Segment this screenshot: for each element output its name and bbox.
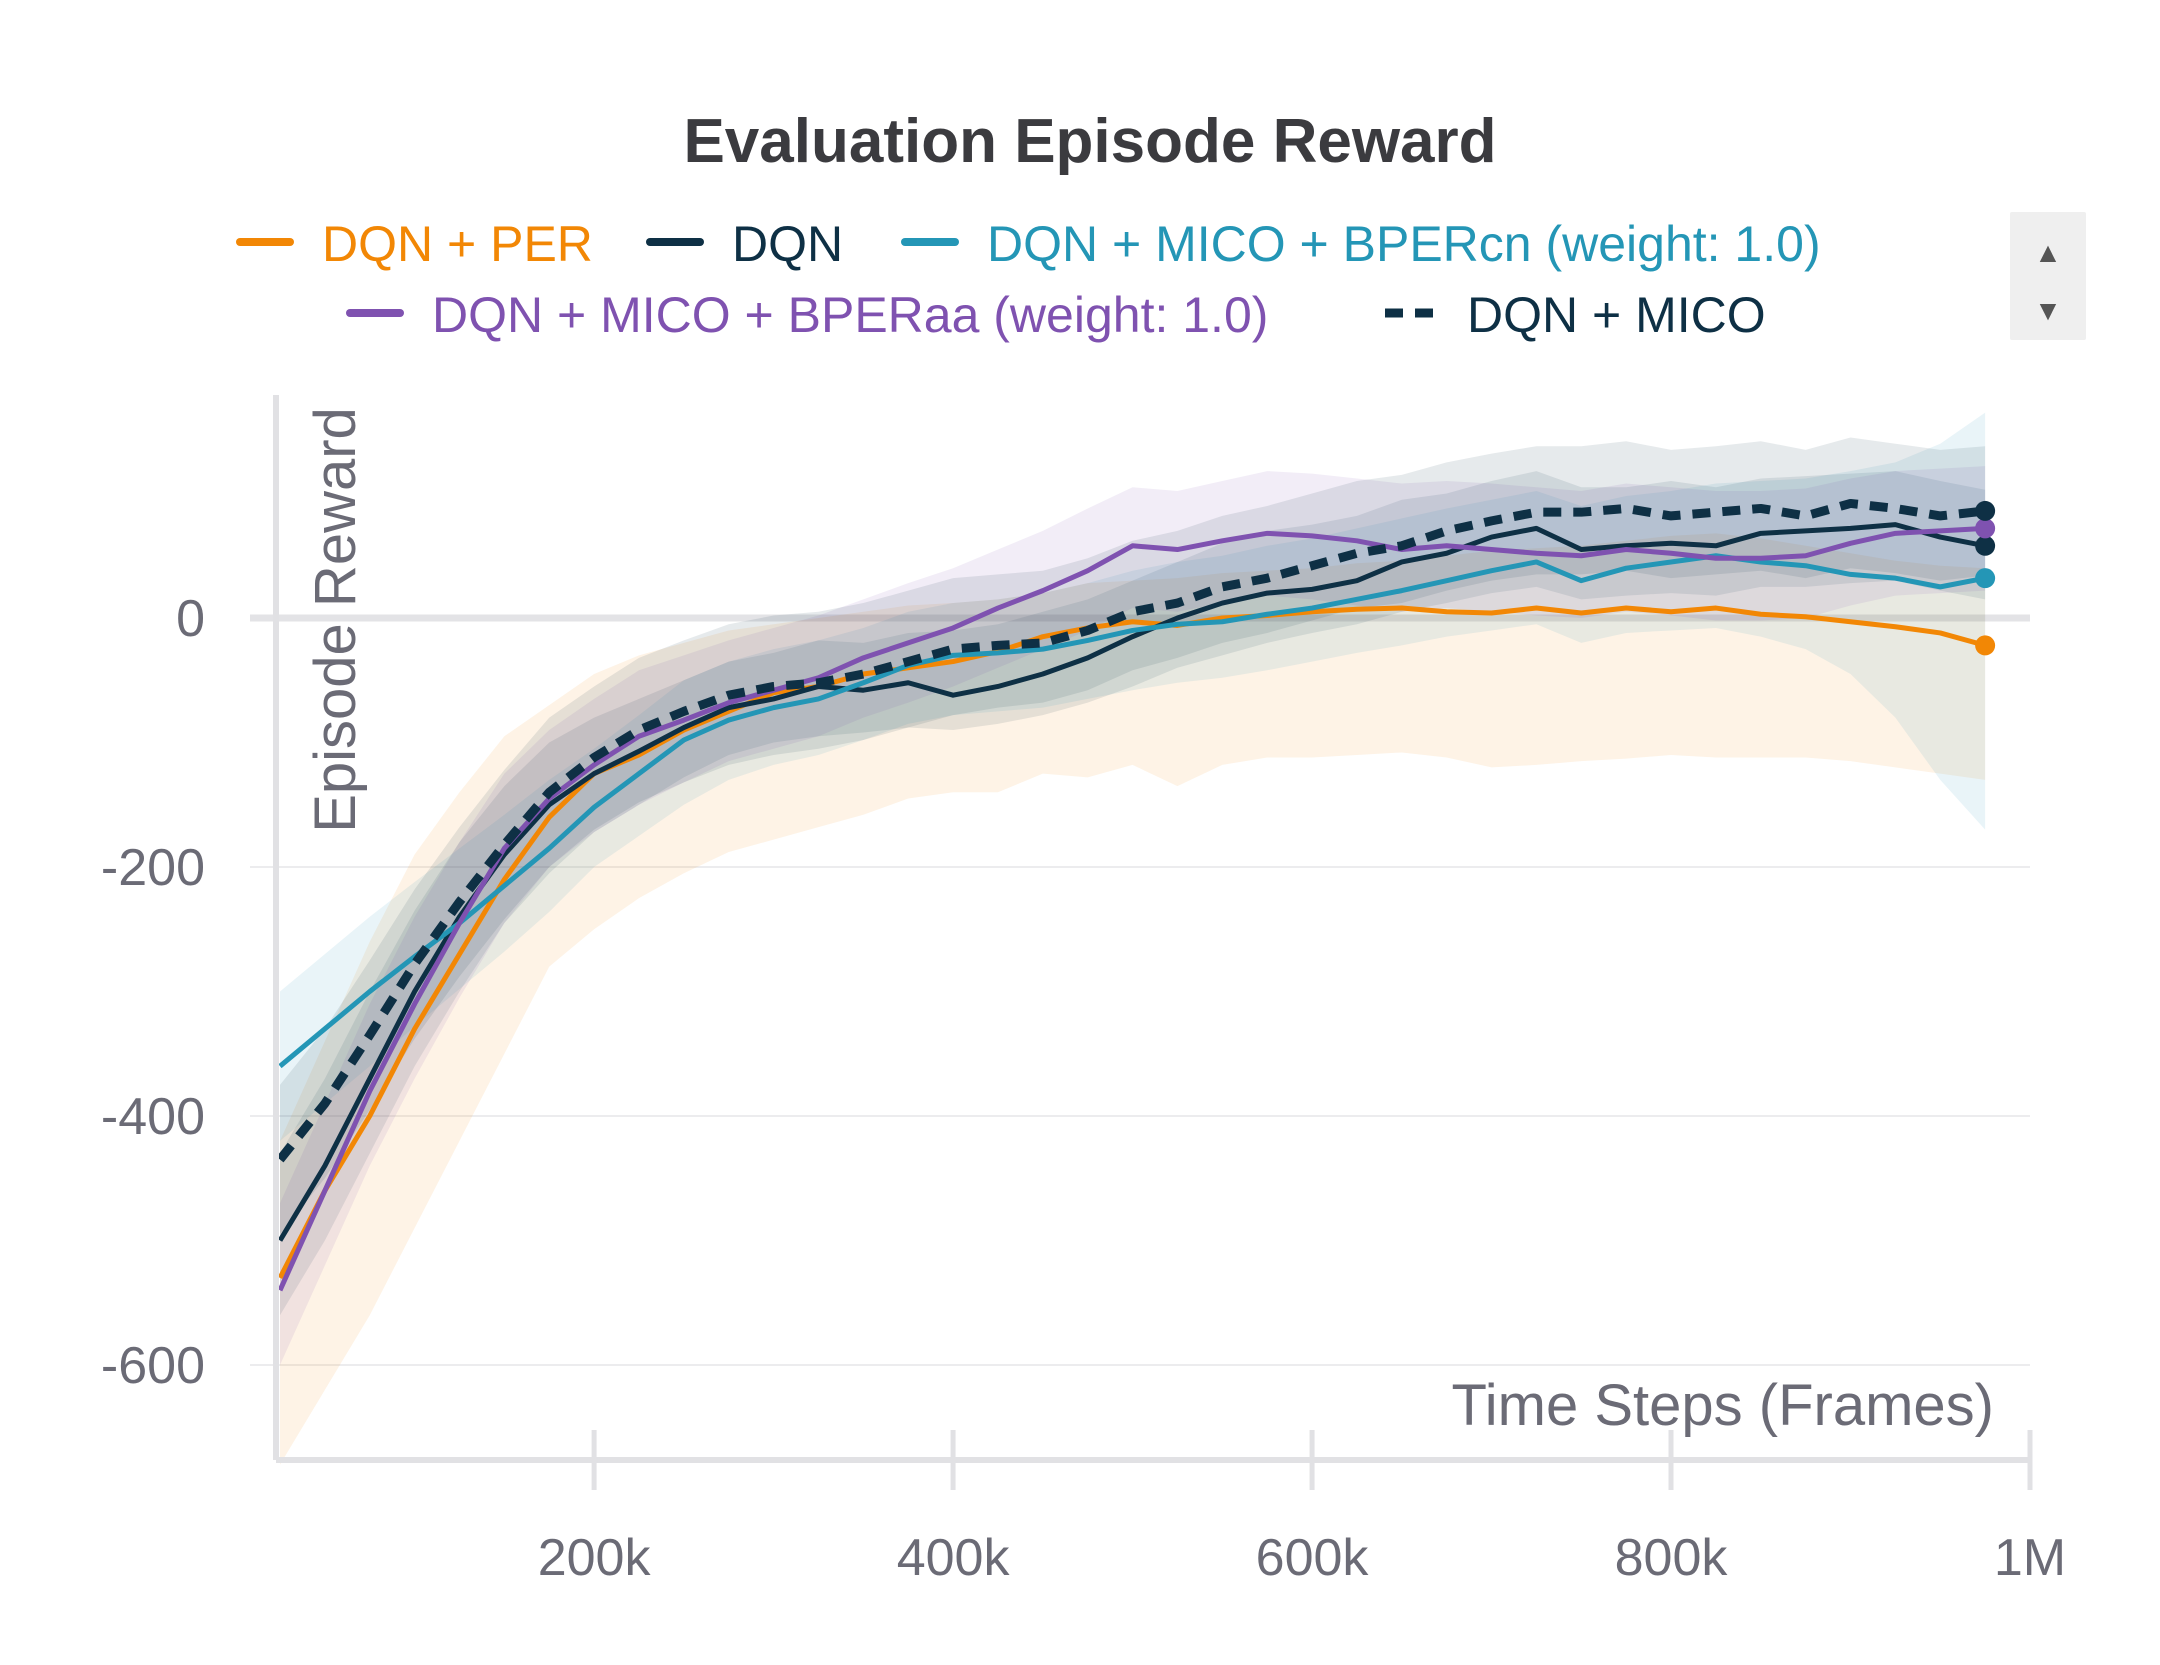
series-end-marker	[1975, 568, 1996, 589]
series-end-marker	[1975, 535, 1996, 556]
x-axis-label: Time Steps (Frames)	[1452, 1373, 1994, 1438]
confidence-band	[280, 466, 1986, 1365]
legend-label: DQN + MICO	[1467, 287, 1766, 343]
legend-item[interactable]: DQN + PER	[236, 216, 593, 272]
legend-item[interactable]: DQN + MICO	[1385, 287, 1766, 343]
x-tick-label: 1M	[1994, 1529, 2066, 1587]
axes: 0 -200 -400 -600 200k 400k 600k 800k 1M	[101, 395, 2066, 1587]
x-tick-label: 200k	[538, 1529, 652, 1587]
y-tick-label: -600	[101, 1337, 205, 1395]
legend-label: DQN	[732, 216, 843, 272]
confidence-band	[280, 533, 1986, 1465]
legend-label: DQN + MICO + BPERcn (weight: 1.0)	[987, 216, 1821, 272]
legend-item[interactable]: DQN + MICO + BPERcn (weight: 1.0)	[901, 216, 1821, 272]
legend-label: DQN + MICO + BPERaa (weight: 1.0)	[432, 287, 1268, 343]
y-tick-label: -400	[101, 1088, 205, 1146]
y-tick-label: 0	[176, 590, 205, 648]
grid-lines	[250, 614, 2030, 1366]
confidence-band	[280, 412, 1986, 1141]
legend-label: DQN + PER	[322, 216, 593, 272]
y-axis-label: Episode Reward	[303, 407, 368, 833]
legend-scroll-control[interactable]: ▲ ▼	[2010, 212, 2086, 340]
scroll-up-icon[interactable]: ▲	[2034, 237, 2062, 268]
confidence-bands	[280, 412, 1986, 1465]
legend-item[interactable]: DQN	[646, 216, 843, 272]
series-lines	[276, 498, 1996, 1292]
legend-item[interactable]: DQN + MICO + BPERaa (weight: 1.0)	[346, 287, 1268, 343]
legend: DQN + PER DQN DQN + MICO + BPERcn (weight:…	[236, 216, 1821, 343]
series-end-marker	[1975, 500, 1996, 521]
legend-scroll-background	[2010, 212, 2086, 340]
series-line	[277, 605, 1986, 1279]
series-end-marker	[1975, 518, 1996, 539]
y-tick-label: -200	[101, 839, 205, 897]
series-line	[277, 525, 1986, 1292]
series-end-marker	[1975, 635, 1996, 656]
chart-title: Evaluation Episode Reward	[683, 107, 1496, 176]
x-tick-label: 400k	[897, 1529, 1011, 1587]
x-tick-label: 600k	[1256, 1529, 1370, 1587]
confidence-band	[280, 471, 1986, 1316]
x-tick-label: 800k	[1615, 1529, 1729, 1587]
series-line	[276, 498, 1986, 1163]
series-line	[277, 522, 1986, 1242]
scroll-down-icon[interactable]: ▼	[2034, 295, 2062, 326]
confidence-band	[280, 437, 1986, 1235]
